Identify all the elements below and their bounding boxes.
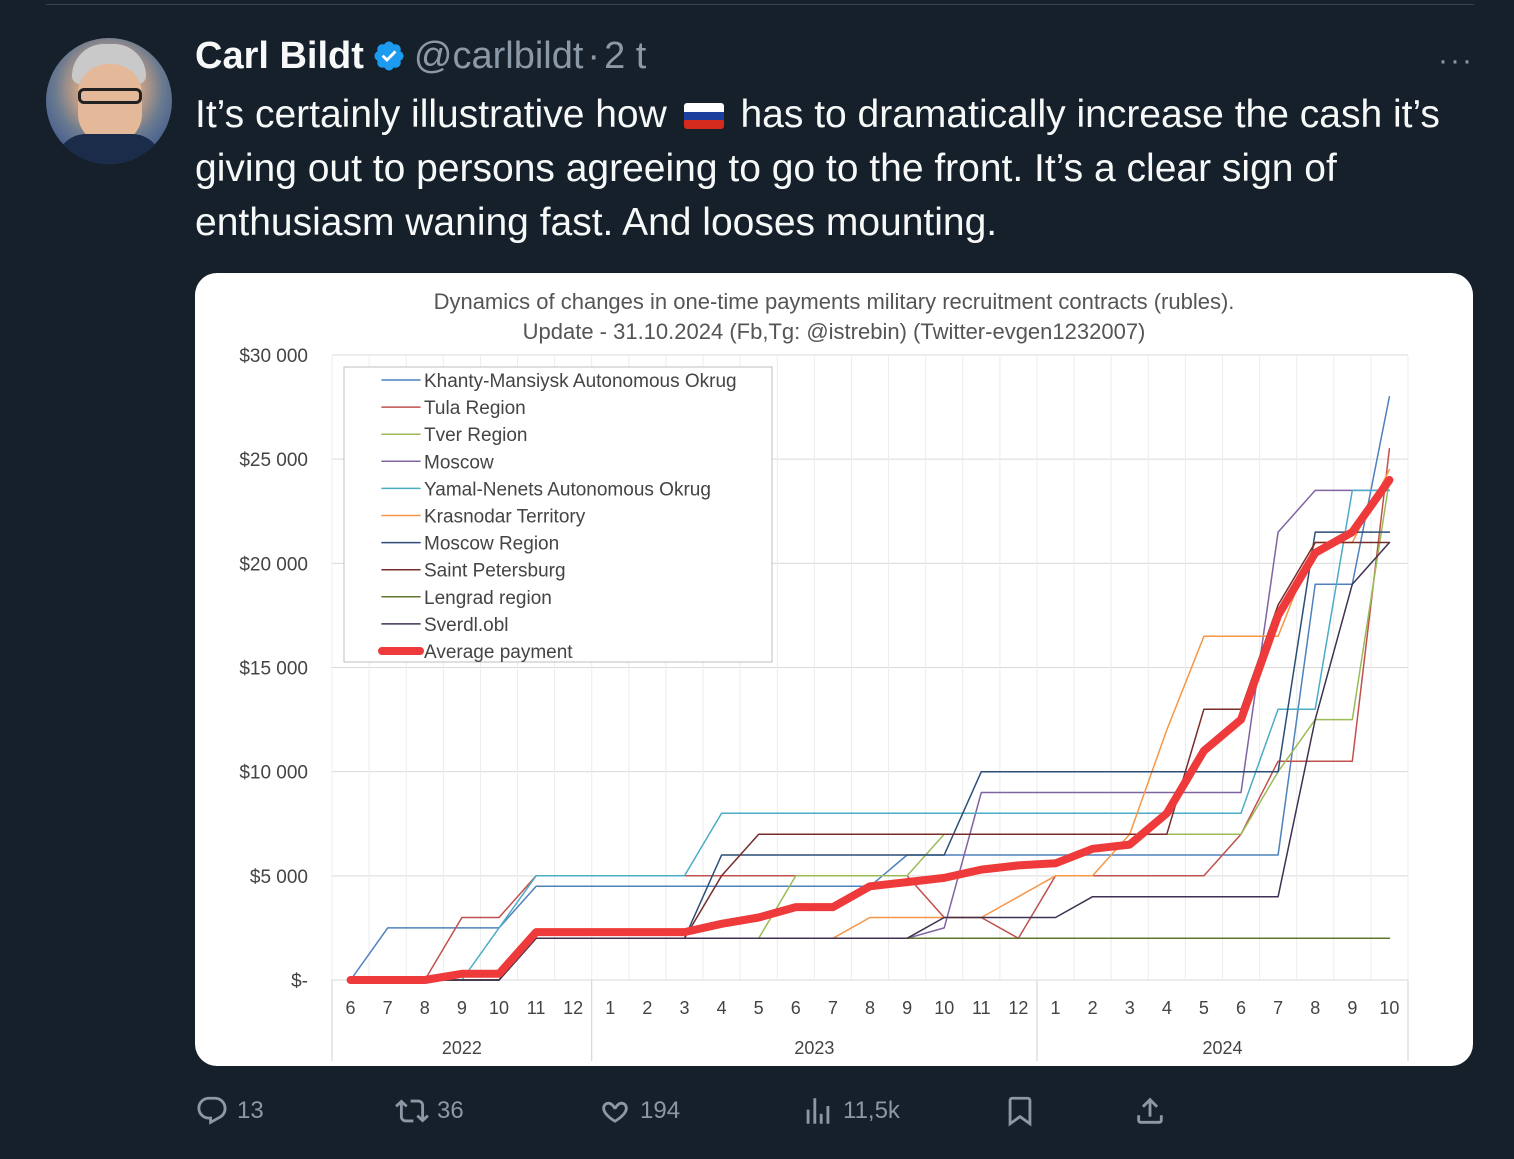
chart-title: Dynamics of changes in one-time payments… (434, 289, 1235, 314)
y-tick-label: $30 000 (239, 346, 308, 367)
legend-entry: Tver Region (424, 425, 528, 446)
series-line-10 (346, 476, 1394, 984)
x-tick-label: 1 (605, 998, 615, 1018)
reply-count: 13 (237, 1097, 264, 1124)
y-tick-label: $5 000 (250, 867, 308, 888)
legend-entry: Khanty-Mansiysk Autonomous Okrug (424, 371, 737, 392)
year-label: 2024 (1202, 1038, 1242, 1058)
chart-subtitle: Update - 31.10.2024 (Fb,Tg: @istrebin) (… (523, 319, 1146, 344)
tweet-text-part-2: has to dramatically increase the cash it… (195, 93, 1440, 244)
legend-entry: Lengrad region (424, 588, 552, 609)
avatar-face (78, 64, 142, 144)
legend-entry: Average payment (424, 642, 573, 663)
x-tick-label: 11 (972, 998, 991, 1018)
verified-badge-icon (374, 41, 404, 71)
y-tick-label: $- (291, 971, 308, 992)
x-tick-label: 3 (679, 998, 689, 1018)
avatar[interactable] (46, 38, 172, 164)
x-tick-label: 6 (791, 998, 801, 1018)
chart-svg: Dynamics of changes in one-time payments… (239, 289, 1409, 1061)
views-bar-chart-icon (806, 1098, 830, 1124)
y-tick-label: $20 000 (239, 554, 308, 575)
legend-entry: Saint Petersburg (424, 561, 566, 582)
top-divider (46, 4, 1474, 5)
reply-icon (197, 1096, 227, 1125)
views-count: 11,5k (843, 1097, 900, 1124)
russia-flag-icon (683, 103, 724, 129)
legend-entry: Tula Region (424, 398, 526, 419)
x-tick-label: 5 (1199, 998, 1209, 1018)
like-count: 194 (640, 1097, 681, 1124)
separator-dot: · (587, 34, 601, 77)
year-label: 2023 (794, 1038, 834, 1058)
x-tick-label: 7 (828, 998, 838, 1018)
x-tick-label: 4 (1162, 998, 1172, 1018)
tweet-text-part-1: It’s certainly illustrative how (195, 93, 667, 136)
legend-entry: Krasnodar Territory (424, 507, 586, 528)
legend-entry: Moscow Region (424, 534, 559, 555)
repost-count: 36 (437, 1097, 464, 1124)
x-tick-label: 9 (457, 998, 467, 1018)
x-tick-label: 1 (1051, 998, 1061, 1018)
x-tick-label: 8 (865, 998, 875, 1018)
x-tick-label: 10 (1379, 998, 1399, 1018)
views-button[interactable]: 11,5k (801, 1086, 900, 1136)
handle[interactable]: @carlbildt (413, 34, 584, 77)
series-line-4 (349, 489, 1391, 981)
x-tick-label: 2 (642, 998, 652, 1018)
x-tick-label: 7 (1273, 998, 1283, 1018)
bookmark-button[interactable] (1003, 1086, 1045, 1136)
x-tick-label: 3 (1125, 998, 1135, 1018)
x-tick-label: 6 (1236, 998, 1246, 1018)
bookmark-icon (1008, 1096, 1032, 1127)
repost-icon (395, 1099, 429, 1123)
like-button[interactable]: 194 (598, 1086, 680, 1136)
x-tick-label: 8 (1310, 998, 1320, 1018)
legend-entry: Yamal-Nenets Autonomous Okrug (424, 479, 711, 500)
x-tick-label: 10 (934, 998, 954, 1018)
x-tick-label: 12 (1008, 998, 1028, 1018)
avatar-suit (56, 134, 162, 164)
timestamp[interactable]: 2 t (604, 34, 647, 77)
series-line-9 (349, 541, 1391, 981)
legend-entry: Moscow (424, 452, 494, 473)
x-tick-label: 9 (902, 998, 912, 1018)
x-tick-label: 12 (563, 998, 583, 1018)
x-tick-label: 11 (527, 998, 546, 1018)
reply-button[interactable]: 13 (195, 1086, 264, 1136)
x-tick-label: 2 (1088, 998, 1098, 1018)
year-label: 2022 (442, 1038, 482, 1058)
share-button[interactable] (1133, 1086, 1175, 1136)
tweet-header: Carl Bildt @carlbildt · 2 t (195, 34, 646, 78)
y-tick-label: $25 000 (239, 450, 308, 471)
share-upload-icon (1137, 1097, 1163, 1124)
y-tick-label: $15 000 (239, 659, 308, 680)
x-tick-label: 8 (420, 998, 430, 1018)
x-tick-label: 9 (1347, 998, 1357, 1018)
x-tick-label: 6 (346, 998, 356, 1018)
x-tick-label: 7 (383, 998, 393, 1018)
y-tick-label: $10 000 (239, 763, 308, 784)
display-name[interactable]: Carl Bildt (195, 34, 364, 77)
heart-icon (602, 1101, 628, 1123)
x-tick-label: 10 (489, 998, 509, 1018)
more-options-icon[interactable]: ··· (1438, 44, 1474, 77)
x-tick-label: 4 (717, 998, 727, 1018)
x-tick-label: 5 (754, 998, 764, 1018)
series-line-8 (349, 937, 1391, 981)
repost-button[interactable]: 36 (395, 1086, 464, 1136)
legend-entry: Sverdl.obl (424, 615, 509, 636)
avatar-glasses (78, 88, 142, 104)
tweet-media-chart[interactable]: Dynamics of changes in one-time payments… (195, 273, 1473, 1066)
action-bar: 13 36 194 11,5k (195, 1086, 1195, 1136)
tweet-text: It’s certainly illustrative how has to d… (195, 88, 1465, 250)
legend-box (343, 366, 773, 663)
